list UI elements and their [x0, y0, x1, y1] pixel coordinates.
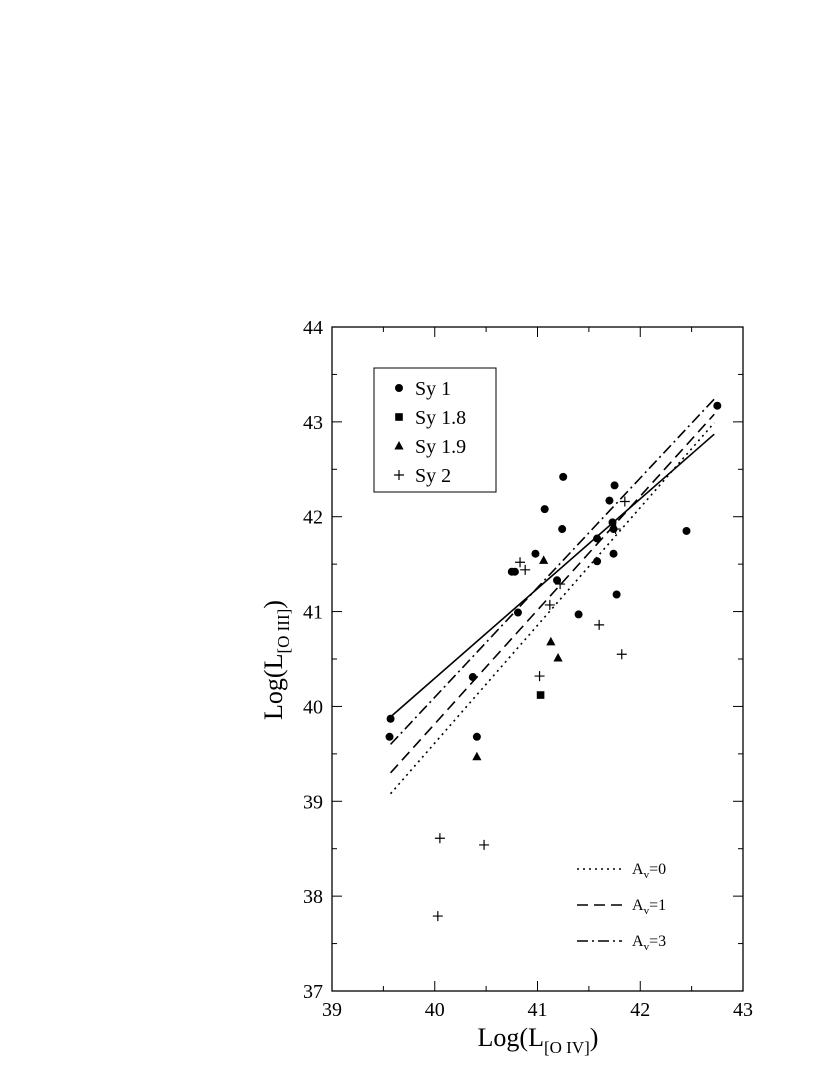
legend-marker-square	[395, 413, 403, 421]
y-tick-label: 41	[303, 602, 323, 624]
series-legend-box	[373, 367, 497, 493]
y-tick-label: 40	[303, 696, 323, 718]
data-point-sy-2	[434, 833, 445, 844]
data-point-sy-1	[472, 732, 481, 741]
data-point-sy-1	[593, 557, 602, 566]
y-tick-label: 38	[303, 886, 323, 908]
data-point-sy-1-8	[536, 691, 545, 699]
y-tick-label: 42	[303, 507, 323, 529]
data-point-sy-2	[515, 557, 526, 568]
x-axis-label-close: )	[590, 1023, 599, 1052]
data-point-sy-1	[386, 714, 395, 723]
legend-label: Sy 1	[415, 378, 451, 400]
data-point-sy-1	[468, 673, 477, 682]
legend-marker-triangle	[394, 441, 404, 450]
y-axis-label-base: Log(L	[259, 654, 288, 720]
data-point-sy-2	[520, 564, 531, 575]
data-point-sy-1-9	[546, 636, 556, 646]
legend-marker-circle	[395, 384, 403, 392]
data-point-sy-2	[594, 619, 605, 630]
data-point-sy-2	[479, 839, 490, 850]
data-point-sy-1	[553, 576, 562, 585]
line-legend: Av=0 Av=1 Av=3	[577, 861, 666, 953]
data-point-sy-1-9	[539, 555, 549, 564]
line-dashed	[389, 413, 715, 774]
legend-marker-plus	[394, 470, 404, 480]
data-point-sy-2	[616, 649, 627, 660]
y-tick-label: 39	[303, 791, 323, 813]
legend-label: Sy 1.9	[415, 436, 466, 458]
y-axis-label: Log(L[O III])	[259, 600, 293, 720]
y-tick-label: 37	[303, 981, 323, 1003]
data-point-sy-1	[605, 496, 614, 505]
data-point-sy-1-9	[472, 751, 482, 761]
data-point-sy-1	[559, 472, 568, 481]
data-point-sy-1	[540, 505, 549, 514]
data-point-sy-1	[609, 549, 618, 558]
x-tick-label: 40	[425, 999, 445, 1021]
data-point-sy-1	[385, 732, 394, 741]
line-dotted	[389, 422, 715, 795]
data-point-sy-1	[510, 567, 519, 576]
data-point-sy-1	[713, 401, 722, 410]
x-axis-label-base: Log(L	[478, 1023, 544, 1052]
line-legend-label: Av=0	[632, 861, 666, 881]
data-point-sy-1	[558, 525, 567, 534]
data-point-sy-1	[531, 549, 540, 558]
data-point-sy-2	[544, 599, 555, 610]
axis-ticks: 39 40 41 42 43 37 38 39 40 41 42 43 44	[303, 317, 753, 1021]
data-point-sy-2	[432, 911, 443, 922]
line-solid	[390, 433, 715, 718]
x-axis-label-subscript: [O IV]	[544, 1038, 590, 1057]
data-point-sy-1	[593, 534, 602, 543]
y-tick-label: 43	[303, 412, 323, 434]
data-point-sy-1	[513, 608, 522, 617]
y-tick-label: 44	[303, 317, 323, 339]
line-legend-label: Av=3	[632, 933, 666, 953]
data-point-sy-2	[534, 671, 545, 682]
data-point-sy-1	[574, 610, 583, 619]
x-tick-label: 42	[630, 999, 650, 1021]
x-axis-label: Log(L[O IV])	[478, 1023, 599, 1057]
data-point-sy-1	[682, 526, 691, 535]
data-point-sy-2	[610, 524, 621, 535]
data-point-sy-1-9	[553, 653, 563, 662]
x-tick-label: 43	[733, 999, 753, 1021]
legend-label: Sy 1.8	[415, 407, 466, 429]
x-tick-label: 39	[322, 999, 342, 1021]
data-point-sy-1	[610, 481, 619, 490]
line-dashdot	[389, 398, 715, 745]
legend-label: Sy 2	[415, 465, 451, 487]
series-legend: Sy 1 Sy 1.8 Sy 1.9 Sy 2	[373, 367, 497, 493]
data-points	[385, 401, 722, 922]
line-legend-label: Av=1	[632, 897, 666, 917]
data-point-sy-2	[555, 579, 566, 590]
data-point-sy-2	[619, 496, 630, 507]
data-point-sy-1	[612, 590, 621, 599]
data-point-sy-1	[608, 518, 617, 527]
y-axis-label-subscript: [O III]	[274, 609, 293, 654]
y-axis-label-close: )	[259, 600, 288, 609]
x-tick-label: 41	[528, 999, 548, 1021]
regression-lines	[389, 398, 715, 795]
